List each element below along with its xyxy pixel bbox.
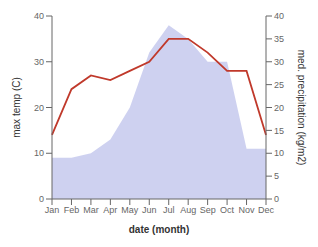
- svg-text:Mar: Mar: [83, 205, 99, 215]
- svg-text:Jul: Jul: [163, 205, 175, 215]
- svg-text:May: May: [121, 205, 139, 215]
- svg-text:Dec: Dec: [258, 205, 275, 215]
- svg-text:0: 0: [39, 194, 44, 204]
- svg-text:15: 15: [274, 126, 284, 136]
- svg-text:35: 35: [274, 34, 284, 44]
- svg-text:40: 40: [274, 11, 284, 21]
- svg-text:Nov: Nov: [239, 205, 256, 215]
- svg-text:Aug: Aug: [180, 205, 196, 215]
- svg-text:10: 10: [274, 148, 284, 158]
- svg-text:0: 0: [274, 194, 279, 204]
- svg-text:Jan: Jan: [45, 205, 60, 215]
- svg-text:30: 30: [34, 57, 44, 67]
- svg-text:date (month): date (month): [129, 224, 190, 235]
- svg-text:Jun: Jun: [142, 205, 157, 215]
- svg-text:20: 20: [274, 103, 284, 113]
- svg-text:Sep: Sep: [200, 205, 216, 215]
- svg-text:40: 40: [34, 11, 44, 21]
- svg-text:Oct: Oct: [220, 205, 235, 215]
- svg-text:20: 20: [34, 103, 44, 113]
- svg-text:5: 5: [274, 171, 279, 181]
- svg-text:med. precipitation (kg/m2): med. precipitation (kg/m2): [296, 50, 307, 166]
- svg-text:Feb: Feb: [64, 205, 80, 215]
- svg-text:max temp (C): max temp (C): [11, 77, 22, 138]
- svg-text:30: 30: [274, 57, 284, 67]
- svg-text:10: 10: [34, 148, 44, 158]
- svg-text:25: 25: [274, 80, 284, 90]
- svg-text:Apr: Apr: [103, 205, 117, 215]
